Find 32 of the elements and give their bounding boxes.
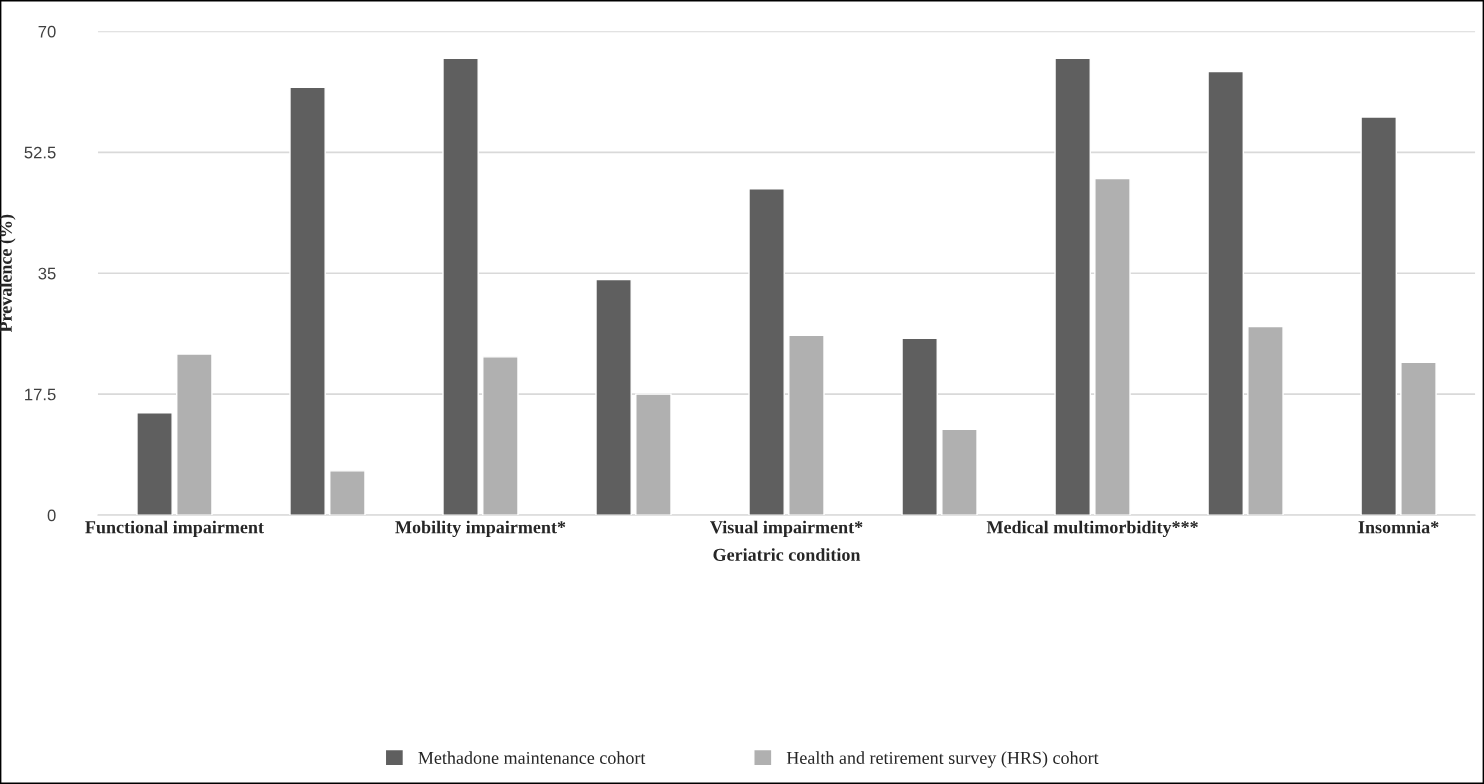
bar bbox=[1400, 361, 1437, 516]
bar bbox=[635, 393, 672, 516]
bar bbox=[1054, 57, 1091, 516]
y-tick-label: 0 bbox=[47, 509, 56, 522]
y-axis-title: Prevalence (%) bbox=[0, 214, 16, 333]
bar bbox=[442, 57, 479, 516]
bar bbox=[901, 337, 938, 516]
x-tick-label: Medical multimorbidity*** bbox=[986, 520, 1198, 538]
bar bbox=[136, 412, 173, 516]
y-tick-label: 70 bbox=[38, 25, 56, 38]
bar bbox=[482, 356, 519, 516]
bar bbox=[329, 470, 366, 516]
bar bbox=[1207, 70, 1244, 516]
bar bbox=[1360, 116, 1397, 516]
legend-label: Health and retirement survey (HRS) cohort bbox=[786, 751, 1099, 768]
bar bbox=[176, 353, 213, 516]
bar bbox=[1094, 177, 1131, 516]
bar bbox=[748, 188, 785, 516]
x-tick-label: Functional impairment bbox=[85, 520, 264, 538]
legend-label: Methadone maintenance cohort bbox=[418, 751, 646, 765]
y-tick-label: 35 bbox=[38, 267, 56, 280]
bar bbox=[788, 334, 825, 516]
y-tick-label: 17.5 bbox=[25, 388, 56, 401]
bar bbox=[1247, 325, 1284, 516]
bar bbox=[289, 86, 326, 516]
x-axis-title: Geriatric condition bbox=[713, 548, 861, 561]
x-tick-label: Mobility impairment* bbox=[395, 520, 566, 538]
bar bbox=[595, 278, 632, 516]
bar bbox=[941, 428, 978, 516]
x-tick-label: Insomnia* bbox=[1358, 520, 1439, 534]
x-tick-label: Visual impairment* bbox=[710, 520, 863, 538]
y-tick-label: 52.5 bbox=[24, 146, 56, 159]
